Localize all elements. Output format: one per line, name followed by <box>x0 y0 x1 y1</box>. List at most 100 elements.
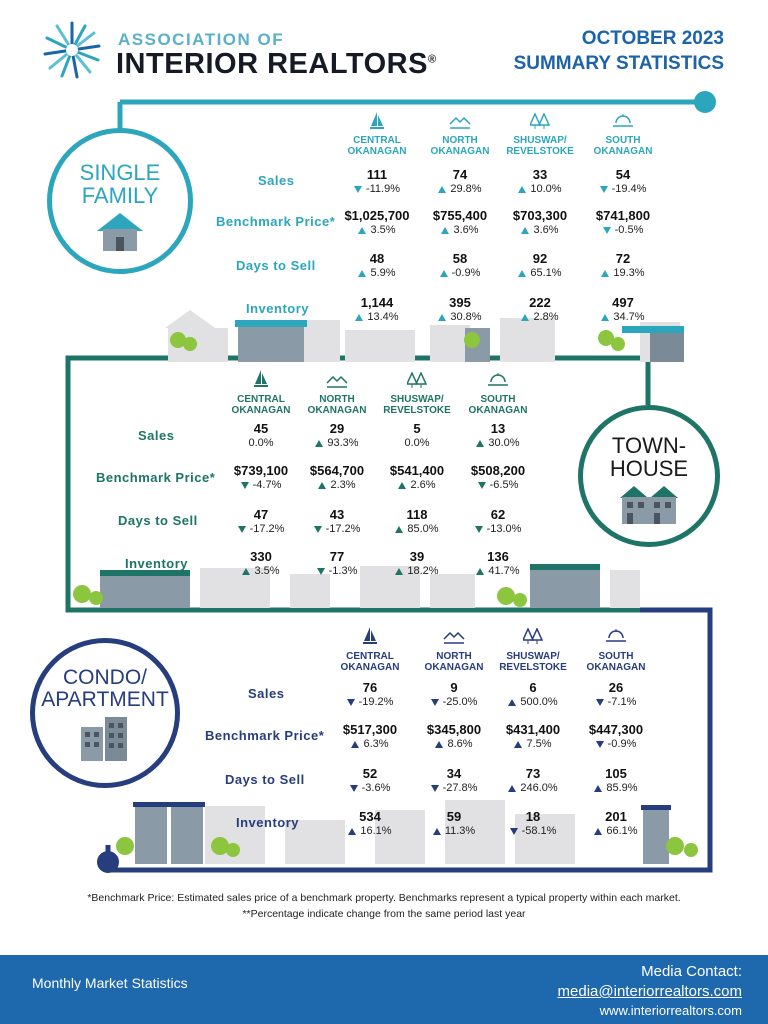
cd-change-text: -3.6% <box>361 782 391 794</box>
cd-change-text: 6.3% <box>363 738 389 750</box>
starburst-logo-icon <box>43 21 101 79</box>
th-market-header: SHUSWAP/REVELSTOKE <box>377 394 457 416</box>
sun-waves-icon <box>488 373 508 386</box>
arrow-up-icon <box>438 313 447 321</box>
sf-value: 92 <box>532 251 548 266</box>
sf-change: 2.8% <box>495 311 585 323</box>
cd-market-header-line2: OKANAGAN <box>586 661 646 673</box>
cd-change: -27.8% <box>409 782 499 794</box>
arrow-down-icon <box>313 525 322 533</box>
sf-change: 30.8% <box>415 311 505 323</box>
arrow-up-icon <box>395 525 404 533</box>
footer-publication-name: Monthly Market Statistics <box>32 975 188 991</box>
single-family-skyline-illustration <box>165 310 684 362</box>
arrow-up-icon <box>514 740 523 748</box>
trees-icon <box>523 628 543 644</box>
footer-contact-label: Media Contact: <box>641 963 742 980</box>
arrow-up-icon <box>508 784 517 792</box>
arrow-up-icon <box>521 226 530 234</box>
sf-value: 48 <box>369 251 385 266</box>
cd-market-header-line2: REVELSTOKE <box>499 661 567 673</box>
sf-row-label: Inventory <box>246 301 310 316</box>
house-icon <box>97 213 143 252</box>
th-change: -17.2% <box>292 523 382 535</box>
arrow-up-icon <box>441 226 450 234</box>
townhouse-icon <box>620 486 678 525</box>
arrow-up-icon <box>242 567 251 575</box>
mountain-waves-icon <box>326 375 348 388</box>
cd-change: -58.1% <box>488 825 578 837</box>
cd-change: 8.6% <box>409 738 499 750</box>
cd-market-header-line2: OKANAGAN <box>340 661 400 673</box>
th-market-header-line2: OKANAGAN <box>307 404 367 416</box>
sf-value: 111 <box>366 167 388 182</box>
footnote-percentage: **Percentage indicate change from the sa… <box>242 908 526 920</box>
sf-change-text: 2.8% <box>533 311 559 323</box>
sf-row-label: Benchmark Price* <box>216 214 336 229</box>
cd-value: 76 <box>362 680 378 695</box>
arrow-up-icon <box>355 313 364 321</box>
cd-value: 34 <box>446 766 462 781</box>
arrow-down-icon <box>595 740 604 748</box>
footer-email-link[interactable]: media@interiorrealtors.com <box>557 983 742 1000</box>
cd-row-label: Benchmark Price* <box>205 728 325 743</box>
th-change-text: -17.2% <box>325 523 361 535</box>
th-value: 330 <box>250 549 272 564</box>
sf-value: 72 <box>615 251 631 266</box>
sf-market-header-line2: OKANAGAN <box>347 145 407 157</box>
footer-website-link[interactable]: www.interiorrealtors.com <box>599 1003 742 1018</box>
section-frame-lines <box>65 91 716 873</box>
sf-change-text: -0.9% <box>451 267 481 279</box>
townhouse-skyline-illustration <box>73 564 640 608</box>
sf-value: $703,300 <box>512 208 568 223</box>
th-change-text: 30.0% <box>488 437 520 449</box>
sf-value: 58 <box>452 251 468 266</box>
trees-icon <box>407 372 427 388</box>
th-value: $541,400 <box>389 463 445 478</box>
cd-value: 9 <box>450 680 458 695</box>
sf-change-text: 30.8% <box>450 311 482 323</box>
condo-label-line2: APARTMENT <box>41 688 169 712</box>
sf-change: 3.6% <box>415 224 505 236</box>
arrow-up-icon <box>348 827 357 835</box>
cd-change: 6.3% <box>325 738 415 750</box>
th-change-text: -1.3% <box>328 565 358 577</box>
th-value: $564,700 <box>309 463 365 478</box>
sf-change-text: -19.4% <box>611 183 647 195</box>
sf-change-text: 29.8% <box>450 183 482 195</box>
cd-change: -25.0% <box>409 696 499 708</box>
sf-change-text: 3.5% <box>370 224 396 236</box>
th-market-header: SOUTH OKANAGAN <box>458 394 538 416</box>
cd-change: -3.6% <box>325 782 415 794</box>
sf-change-text: 65.1% <box>530 267 562 279</box>
arrow-up-icon <box>601 313 610 321</box>
arrow-down-icon <box>477 481 486 489</box>
cd-value: 18 <box>525 809 541 824</box>
th-market-header-line1: SOUTH <box>480 394 516 405</box>
th-value: 13 <box>490 421 506 436</box>
sf-value: 74 <box>452 167 468 182</box>
cd-market-header: NORTH OKANAGAN <box>414 651 494 673</box>
sf-market-header: SHUSWAP/REVELSTOKE <box>500 135 580 157</box>
th-change-text: 0.0% <box>404 437 430 449</box>
mountain-waves-icon <box>449 116 471 129</box>
cd-change-text: -19.2% <box>358 696 394 708</box>
arrow-up-icon <box>508 698 517 706</box>
sf-change: 13.4% <box>332 311 422 323</box>
arrow-down-icon <box>237 525 246 533</box>
th-change: 93.3% <box>292 437 382 449</box>
arrow-down-icon <box>474 525 483 533</box>
sf-market-header-line2: OKANAGAN <box>593 145 653 157</box>
th-change: 0.0% <box>372 437 462 449</box>
sf-market-header-line1: NORTH <box>442 135 478 146</box>
single-family-label-line2: FAMILY <box>81 183 159 209</box>
th-value: 136 <box>487 549 509 564</box>
sf-change-text: 3.6% <box>533 224 559 236</box>
th-value: 45 <box>253 421 269 436</box>
sf-change-text: 19.3% <box>613 267 645 279</box>
cd-change-text: -27.8% <box>442 782 478 794</box>
arrow-up-icon <box>398 481 407 489</box>
th-change: 30.0% <box>453 437 543 449</box>
sf-change-text: 34.7% <box>613 311 645 323</box>
sf-change: 65.1% <box>495 267 585 279</box>
